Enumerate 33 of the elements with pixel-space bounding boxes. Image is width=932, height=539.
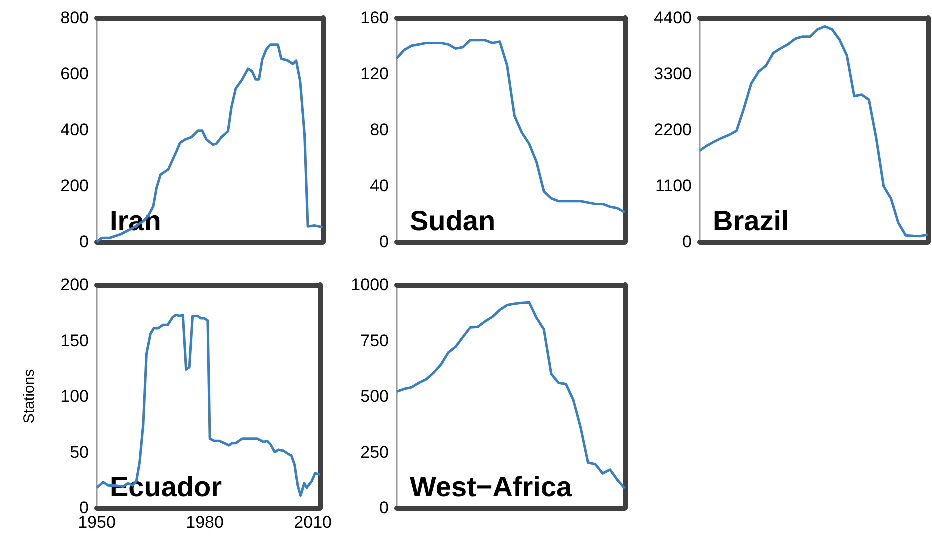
text: West−Africa: [410, 472, 573, 502]
text: Brazil: [713, 206, 790, 236]
y-tick-label: 0: [380, 232, 389, 252]
y-tick-label: 1000: [351, 276, 389, 294]
y-tick-label: 200: [60, 176, 89, 196]
y-tick-label: 1100: [655, 176, 692, 196]
y-tick-label: 0: [682, 232, 692, 252]
y-tick-label: 0: [80, 232, 89, 252]
y-tick-label: 40: [370, 176, 389, 196]
x-tick-label: 1980: [186, 513, 224, 532]
y-tick-label: 500: [360, 387, 389, 406]
x-tick-label: 2010: [294, 513, 332, 532]
y-tick-label: 120: [360, 64, 389, 84]
y-axis-title: Stations: [21, 369, 38, 424]
text: Sudan: [410, 206, 496, 236]
y-tick-label: 750: [360, 331, 389, 350]
y-tick-label: 160: [360, 8, 389, 28]
y-tick-label: 150: [60, 331, 89, 350]
y-tick-label: 200: [60, 276, 89, 294]
y-tick-label: 80: [370, 120, 389, 140]
y-tick-label: 800: [60, 8, 89, 28]
line-series: [96, 314, 322, 497]
y-tick-label: 100: [60, 387, 89, 406]
text: Ecuador: [110, 472, 222, 502]
y-tick-label: 250: [360, 442, 389, 462]
y-tick-label: 50: [70, 442, 89, 462]
line-series: [698, 25, 930, 238]
y-tick-label: 0: [380, 498, 389, 518]
y-tick-label: 2200: [654, 120, 692, 140]
y-tick-label: 4400: [654, 8, 692, 28]
y-tick-label: 3300: [654, 64, 692, 84]
y-tick-label: 400: [60, 120, 89, 140]
y-tick-label: 600: [60, 64, 89, 84]
